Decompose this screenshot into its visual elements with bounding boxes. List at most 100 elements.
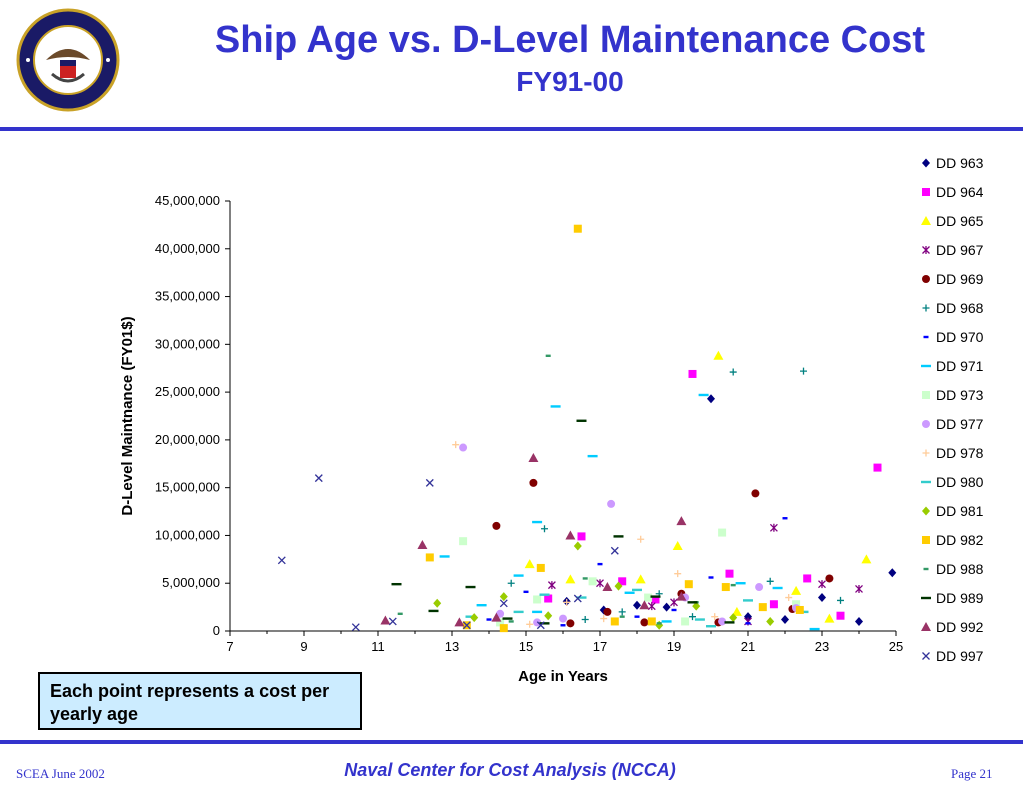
data-point (651, 595, 660, 604)
data-point (391, 582, 402, 586)
data-point (687, 601, 698, 604)
data-point (486, 618, 492, 621)
data-point (795, 605, 804, 614)
navy-seal-logo (16, 8, 120, 112)
data-point (529, 478, 538, 487)
data-point (694, 618, 705, 621)
data-point (647, 602, 656, 611)
data-point (781, 615, 789, 625)
data-point (632, 588, 642, 592)
data-point (825, 574, 834, 583)
data-point (855, 584, 863, 593)
data-point (610, 617, 619, 626)
legend-marker (921, 480, 931, 484)
series-dd-967 (547, 523, 863, 626)
x-tick-label: 11 (371, 639, 385, 654)
data-point (698, 393, 709, 397)
data-point (745, 622, 751, 625)
data-point (730, 583, 736, 587)
chart-legend: DD 963 DD 964 DD 965 DD 967 DD 969 DD 968 DD 9… (921, 155, 984, 664)
data-point (766, 577, 774, 585)
data-point (836, 611, 845, 620)
y-tick-label: 10,000,000 (155, 527, 220, 542)
legend-item: DD 971 (921, 358, 984, 374)
data-point (459, 443, 468, 452)
y-tick-label: 5,000,000 (162, 575, 220, 590)
series-dd-992 (380, 453, 687, 627)
legend-label: DD 988 (936, 561, 984, 577)
data-point (824, 613, 835, 623)
legend-label: DD 981 (936, 503, 984, 519)
data-point (492, 521, 501, 530)
data-point (644, 593, 653, 602)
legend-label: DD 971 (936, 358, 984, 374)
legend-item: DD 963 (922, 155, 984, 171)
data-point (688, 369, 697, 378)
data-point (465, 615, 476, 618)
series-dd-965 (524, 350, 872, 623)
data-point (532, 610, 543, 614)
data-point (633, 600, 641, 610)
data-point (523, 590, 529, 594)
data-point (596, 579, 604, 588)
x-tick-label: 19 (667, 639, 681, 654)
series-dd-982 (425, 224, 804, 633)
legend-label: DD 977 (936, 416, 984, 432)
data-point (536, 563, 545, 572)
data-point (544, 594, 553, 603)
data-point (547, 581, 556, 590)
data-point (573, 541, 582, 551)
legend-marker (922, 536, 930, 544)
legend-label: DD 965 (936, 213, 984, 229)
data-point (613, 535, 624, 538)
data-point (439, 555, 450, 558)
legend-marker (921, 364, 931, 368)
data-point (496, 618, 505, 627)
data-point (650, 595, 661, 598)
footer-organization: Naval Center for Cost Analysis (NCCA) (344, 760, 676, 780)
data-point (576, 419, 587, 422)
data-point (603, 607, 612, 616)
y-tick-label: 0 (213, 623, 220, 638)
data-point (459, 537, 468, 546)
data-point (508, 620, 514, 623)
data-point (573, 594, 582, 603)
data-point (397, 612, 403, 615)
data-point (684, 580, 693, 589)
data-point (624, 591, 635, 594)
legend-marker (923, 335, 929, 339)
legend-label: DD 997 (936, 648, 984, 664)
legend-item: DD 989 (921, 590, 984, 606)
data-point (718, 528, 727, 537)
data-point (647, 617, 656, 626)
chart-axes: 0 5,000,000 10,000,000 15,000,000 20,000,000… (155, 193, 903, 654)
legend-item: DD 970 (923, 329, 984, 345)
data-point (873, 463, 882, 472)
legend-label: DD 968 (936, 300, 984, 316)
legend-item: DD 964 (922, 184, 984, 200)
data-point (743, 599, 753, 602)
y-tick-label: 45,000,000 (155, 193, 220, 208)
data-point (499, 599, 508, 608)
data-point (544, 611, 553, 621)
data-point (706, 625, 716, 628)
data-point (563, 598, 571, 606)
data-point (766, 616, 775, 626)
data-point (476, 604, 487, 607)
data-point (755, 583, 764, 592)
data-point (809, 627, 820, 631)
legend-item: DD 977 (922, 416, 984, 432)
data-point (769, 600, 778, 609)
data-point (639, 600, 650, 610)
legend-marker (921, 622, 931, 631)
x-tick-label: 23 (815, 639, 829, 654)
scatter-chart: 0 5,000,000 10,000,000 15,000,000 20,000,000… (119, 155, 984, 685)
data-point (560, 624, 566, 627)
legend-label: DD 982 (936, 532, 984, 548)
data-point (610, 546, 619, 555)
data-point (597, 562, 603, 566)
data-point (532, 520, 543, 524)
data-point (855, 616, 863, 626)
series-dd-968 (507, 367, 844, 624)
data-point (539, 622, 550, 625)
